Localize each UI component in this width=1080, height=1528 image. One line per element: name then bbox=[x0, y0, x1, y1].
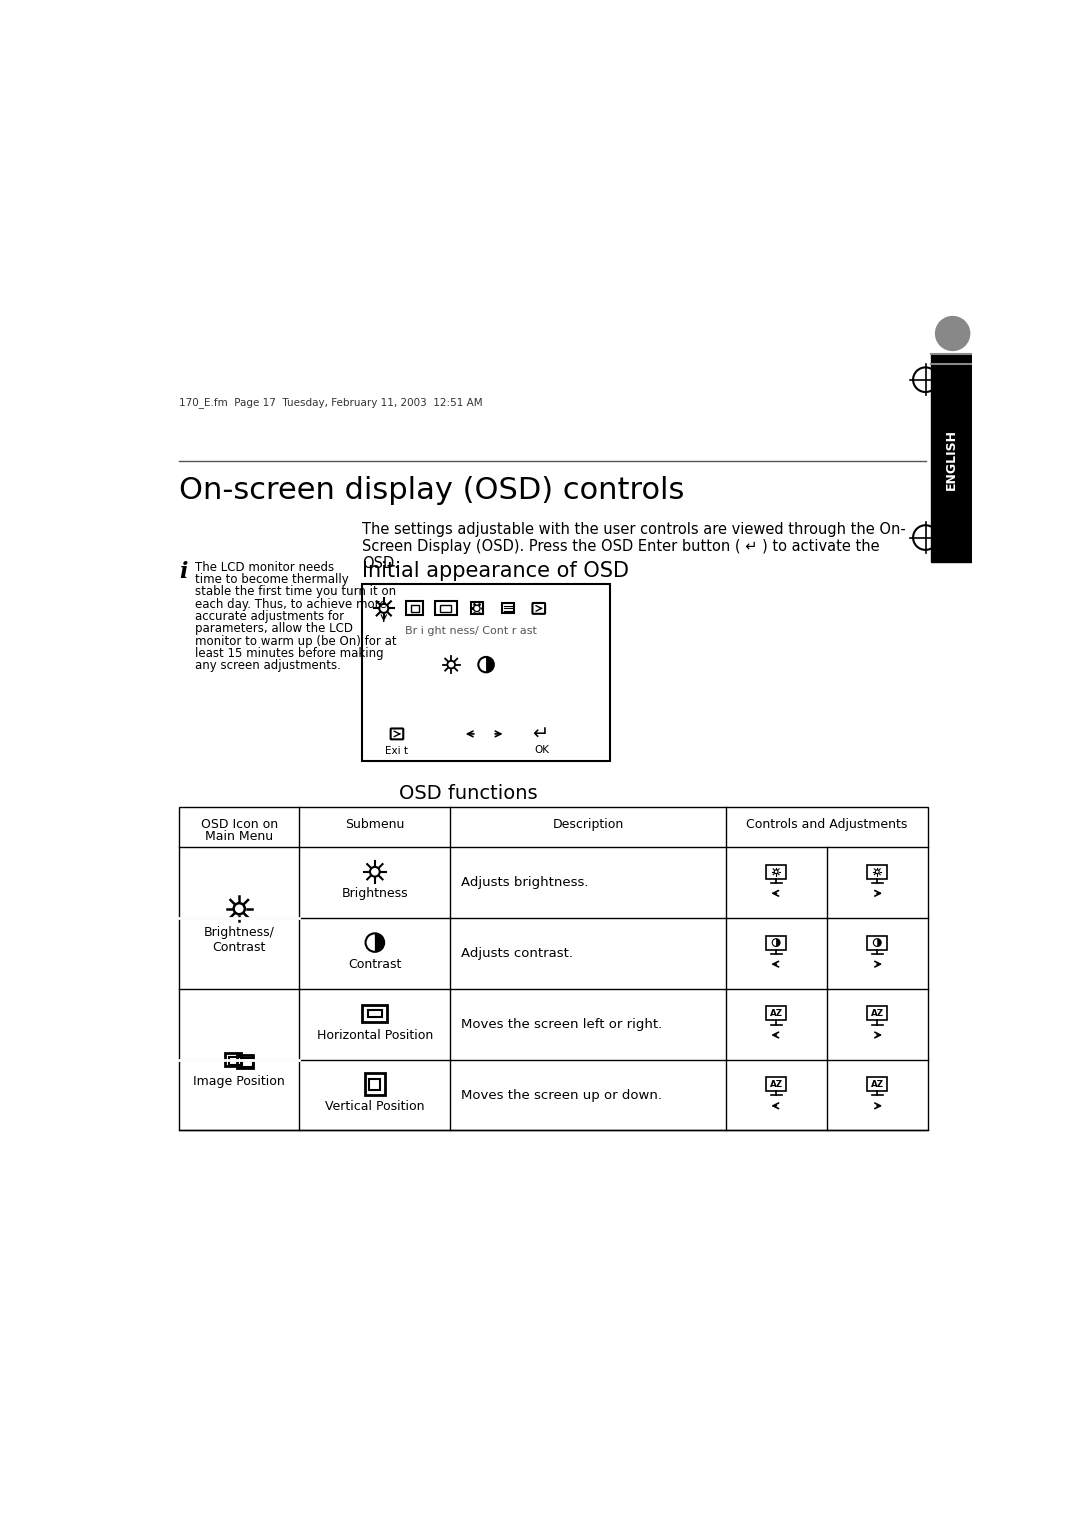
Bar bbox=[363, 1005, 388, 1022]
Text: accurate adjustments for: accurate adjustments for bbox=[195, 610, 345, 623]
Bar bbox=[179, 807, 928, 1131]
Bar bbox=[229, 1057, 241, 1065]
Bar bbox=[237, 1054, 253, 1068]
Bar bbox=[767, 935, 786, 949]
Polygon shape bbox=[375, 934, 384, 952]
Text: each day. Thus, to achieve more: each day. Thus, to achieve more bbox=[195, 597, 387, 611]
Text: AZ: AZ bbox=[770, 1008, 783, 1018]
Text: The settings adjustable with the user controls are viewed through the On-: The settings adjustable with the user co… bbox=[362, 523, 906, 538]
Polygon shape bbox=[877, 938, 881, 946]
Text: Main Menu: Main Menu bbox=[205, 830, 273, 843]
Bar bbox=[362, 584, 610, 761]
Text: Screen Display (OSD). Press the OSD Enter button ( ↵ ) to activate the: Screen Display (OSD). Press the OSD Ente… bbox=[362, 539, 880, 555]
Bar bbox=[867, 935, 887, 949]
Text: AZ: AZ bbox=[870, 1080, 883, 1089]
Text: monitor to warm up (be On) for at: monitor to warm up (be On) for at bbox=[195, 634, 397, 648]
Text: On-screen display (OSD) controls: On-screen display (OSD) controls bbox=[179, 475, 685, 504]
Text: parameters, allow the LCD: parameters, allow the LCD bbox=[195, 622, 353, 636]
Bar bbox=[471, 602, 483, 614]
Text: time to become thermally: time to become thermally bbox=[195, 573, 349, 585]
Text: OSD.: OSD. bbox=[362, 556, 400, 571]
Bar bbox=[225, 1053, 241, 1067]
Polygon shape bbox=[777, 938, 780, 946]
Bar bbox=[441, 605, 451, 611]
Text: Moves the screen left or right.: Moves the screen left or right. bbox=[461, 1018, 662, 1031]
Bar bbox=[242, 1059, 253, 1067]
Text: Image Position: Image Position bbox=[193, 1076, 285, 1088]
Text: any screen adjustments.: any screen adjustments. bbox=[195, 659, 341, 672]
Text: OSD Icon on: OSD Icon on bbox=[201, 817, 278, 831]
Bar bbox=[365, 1074, 384, 1096]
Text: Br i ght ness/ Cont r ast: Br i ght ness/ Cont r ast bbox=[405, 626, 537, 636]
Text: AZ: AZ bbox=[870, 1008, 883, 1018]
Bar bbox=[867, 1007, 887, 1021]
Bar bbox=[502, 604, 514, 613]
Text: Moves the screen up or down.: Moves the screen up or down. bbox=[461, 1088, 662, 1102]
Text: i: i bbox=[179, 561, 188, 582]
Text: OSD functions: OSD functions bbox=[399, 784, 538, 802]
Text: ENGLISH: ENGLISH bbox=[945, 428, 958, 489]
Bar bbox=[369, 1079, 380, 1089]
Text: stable the first time you turn it on: stable the first time you turn it on bbox=[195, 585, 396, 599]
Text: Exi t: Exi t bbox=[386, 746, 408, 756]
Text: ↵: ↵ bbox=[532, 724, 549, 744]
Text: Controls and Adjustments: Controls and Adjustments bbox=[746, 817, 907, 831]
Text: Adjusts brightness.: Adjusts brightness. bbox=[461, 876, 589, 889]
Text: Horizontal Position: Horizontal Position bbox=[316, 1028, 433, 1042]
Text: Initial appearance of OSD: Initial appearance of OSD bbox=[362, 561, 629, 581]
Bar bbox=[931, 354, 972, 562]
Text: Brightness: Brightness bbox=[341, 888, 408, 900]
Bar bbox=[406, 602, 423, 616]
Text: The LCD monitor needs: The LCD monitor needs bbox=[195, 561, 335, 573]
Circle shape bbox=[935, 316, 970, 350]
Text: Submenu: Submenu bbox=[346, 817, 405, 831]
Bar bbox=[767, 865, 786, 879]
Text: least 15 minutes before making: least 15 minutes before making bbox=[195, 646, 384, 660]
Bar bbox=[368, 1010, 382, 1018]
Bar bbox=[767, 1007, 786, 1021]
Bar bbox=[435, 602, 457, 616]
Polygon shape bbox=[486, 657, 494, 672]
Text: Contrast: Contrast bbox=[348, 958, 402, 970]
Bar bbox=[867, 865, 887, 879]
Text: Adjusts contrast.: Adjusts contrast. bbox=[461, 947, 573, 960]
Text: OK: OK bbox=[535, 744, 549, 755]
Text: Vertical Position: Vertical Position bbox=[325, 1100, 424, 1112]
Text: Brightness/
Contrast: Brightness/ Contrast bbox=[204, 926, 274, 953]
Bar bbox=[767, 1077, 786, 1091]
Text: AZ: AZ bbox=[770, 1080, 783, 1089]
Text: Description: Description bbox=[552, 817, 623, 831]
Bar bbox=[867, 1077, 887, 1091]
Bar bbox=[410, 605, 419, 611]
Text: 170_E.fm  Page 17  Tuesday, February 11, 2003  12:51 AM: 170_E.fm Page 17 Tuesday, February 11, 2… bbox=[179, 397, 483, 408]
